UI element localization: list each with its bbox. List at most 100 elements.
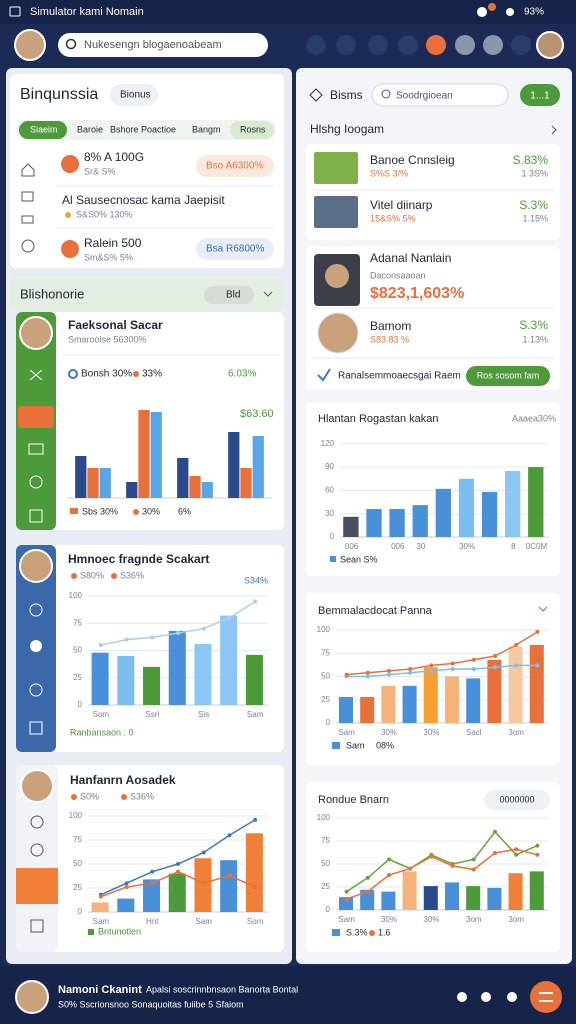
line-point — [429, 668, 434, 673]
status-icon — [477, 7, 487, 17]
legend-text: 33% — [142, 369, 162, 380]
header-icon[interactable] — [368, 35, 388, 55]
side-icon[interactable] — [30, 843, 44, 857]
chip[interactable] — [110, 84, 158, 106]
nav-icon[interactable] — [21, 191, 34, 202]
legend-text: S.3% — [346, 927, 368, 937]
tab-active[interactable] — [19, 121, 67, 139]
footer-icon[interactable] — [457, 992, 467, 1002]
header-icon[interactable] — [336, 35, 356, 55]
chevron[interactable] — [538, 606, 548, 612]
tab[interactable]: Baroie — [77, 124, 103, 134]
legend-swatch — [70, 508, 78, 514]
line-point — [493, 850, 497, 855]
nav-icon[interactable] — [21, 239, 35, 253]
bar — [529, 644, 544, 723]
side-icon[interactable] — [29, 509, 43, 523]
side-icon[interactable] — [30, 919, 44, 933]
chip[interactable] — [204, 286, 254, 304]
header-icon[interactable] — [426, 35, 446, 55]
side-icon[interactable] — [29, 369, 43, 381]
line-point — [493, 654, 497, 659]
legend-dot — [133, 509, 139, 515]
bar — [75, 456, 87, 498]
x-tick-label: 3om — [508, 728, 524, 737]
search-box[interactable] — [371, 83, 509, 107]
line-point — [124, 881, 129, 886]
button[interactable] — [520, 84, 560, 106]
x-tick-label: 0C0M — [526, 542, 548, 551]
side-icon[interactable] — [30, 640, 42, 652]
item-title: 8% A 100G — [84, 150, 144, 164]
side-icon[interactable] — [30, 815, 44, 829]
chevron[interactable] — [551, 125, 557, 135]
footer-icon[interactable] — [507, 992, 517, 1002]
side-icon-active[interactable] — [18, 406, 54, 428]
line-point — [471, 857, 476, 862]
footer-icon[interactable] — [481, 992, 491, 1002]
side-icon[interactable] — [28, 443, 44, 455]
side-icon[interactable] — [29, 721, 43, 735]
x-tick-label: 30% — [423, 728, 439, 737]
y-tick-label: 100 — [317, 813, 331, 822]
x-tick-label: Sam — [338, 728, 355, 737]
item-change: 1.15% — [522, 213, 548, 223]
side-icon[interactable] — [29, 603, 43, 617]
side-icon[interactable] — [29, 683, 43, 697]
line-point — [450, 661, 455, 666]
header-icon[interactable] — [511, 35, 531, 55]
line-point — [450, 863, 455, 868]
avatar[interactable] — [15, 980, 49, 1014]
annotation: S34% — [244, 575, 268, 585]
y-tick-label: 50 — [321, 859, 330, 868]
side-icon[interactable] — [29, 475, 43, 489]
bar — [487, 887, 502, 910]
card-title: Hmnoec fragnde Scakart — [68, 552, 209, 566]
line-point — [387, 873, 391, 878]
chevron[interactable] — [263, 291, 273, 297]
x-tick-label: Som — [247, 917, 264, 926]
bar — [143, 879, 161, 912]
button-text: Ros sosom fam — [477, 370, 540, 380]
avatar[interactable] — [14, 29, 46, 61]
app-icon — [9, 6, 21, 17]
bar — [126, 482, 138, 498]
card-footer: Bntunotlen — [98, 926, 141, 936]
avatar[interactable] — [536, 31, 564, 59]
tab[interactable]: Bshore Poactioe — [110, 124, 176, 134]
header-icon[interactable] — [483, 35, 503, 55]
search-box[interactable] — [58, 33, 268, 57]
nav-icon[interactable] — [21, 163, 35, 177]
y-tick-label: 0 — [78, 907, 83, 916]
y-tick-label: 0 — [326, 905, 331, 914]
chip-text: Bso A6300% — [206, 161, 263, 172]
card-sidebar — [16, 765, 58, 952]
panel-header: Bisms — [330, 88, 363, 102]
bar — [423, 667, 438, 723]
item-title: Al Sausecnosac kama Jaepisit — [62, 193, 225, 207]
tab-pill[interactable] — [230, 121, 274, 139]
chip[interactable] — [196, 238, 274, 260]
bar — [529, 871, 544, 910]
action-button[interactable] — [530, 981, 562, 1013]
tab[interactable]: Rosns — [240, 124, 266, 134]
header-icon[interactable] — [398, 35, 418, 55]
line-point — [253, 885, 258, 890]
header-icon[interactable] — [306, 35, 326, 55]
tab[interactable]: Siaeim — [30, 124, 58, 134]
y-tick-label: 100 — [69, 811, 83, 820]
button[interactable] — [466, 366, 550, 386]
chip[interactable] — [484, 790, 550, 810]
checkbox[interactable] — [317, 368, 331, 382]
chip[interactable] — [196, 155, 274, 177]
nav-icon[interactable] — [21, 215, 34, 224]
header-icon[interactable] — [455, 35, 475, 55]
tab[interactable]: Bangm — [192, 124, 221, 134]
bar — [466, 678, 481, 723]
line-point — [493, 829, 497, 834]
chip-text: Bld — [226, 290, 240, 301]
bar — [444, 882, 460, 910]
bar — [252, 436, 264, 498]
side-icon-active[interactable] — [16, 868, 58, 904]
